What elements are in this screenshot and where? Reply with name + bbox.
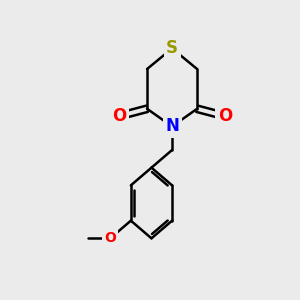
Text: O: O [218, 107, 232, 125]
Text: N: N [165, 117, 179, 135]
Text: O: O [104, 231, 116, 245]
Text: S: S [166, 39, 178, 57]
Text: O: O [112, 107, 126, 125]
